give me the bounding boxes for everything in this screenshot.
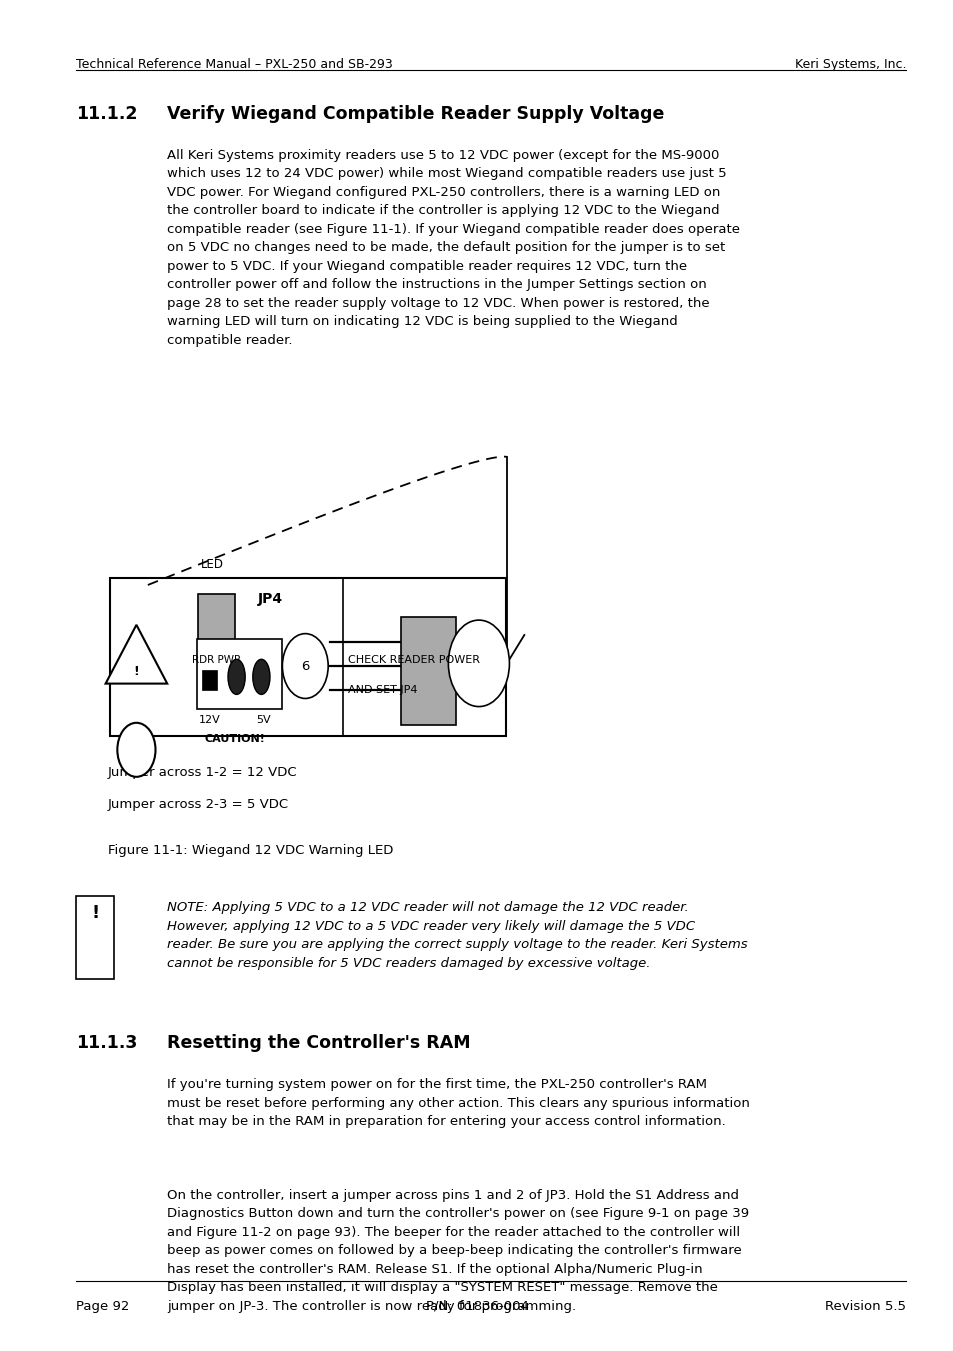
Text: 11.1.3: 11.1.3	[76, 1034, 137, 1051]
Ellipse shape	[253, 659, 270, 694]
Text: Jumper across 2-3 = 5 VDC: Jumper across 2-3 = 5 VDC	[108, 798, 289, 812]
Text: Page 92: Page 92	[76, 1300, 130, 1313]
Bar	[110, 578, 505, 736]
Text: Figure 11-1: Wiegand 12 VDC Warning LED: Figure 11-1: Wiegand 12 VDC Warning LED	[108, 844, 393, 858]
Circle shape	[282, 634, 328, 698]
Circle shape	[117, 723, 155, 777]
Text: CAUTION!: CAUTION!	[204, 734, 265, 743]
Text: Technical Reference Manual – PXL-250 and SB-293: Technical Reference Manual – PXL-250 and…	[76, 58, 393, 72]
Text: JP4: JP4	[257, 592, 282, 605]
Text: If you're turning system power on for the first time, the PXL-250 controller's R: If you're turning system power on for th…	[167, 1078, 749, 1128]
Circle shape	[448, 620, 509, 707]
Bar	[400, 617, 456, 725]
Text: 11.1.2: 11.1.2	[76, 105, 137, 123]
Text: !: !	[91, 904, 99, 923]
Text: 5V: 5V	[255, 715, 271, 724]
Text: RDR PWR: RDR PWR	[192, 655, 241, 665]
Bar	[198, 594, 234, 646]
Text: 12V: 12V	[199, 715, 220, 724]
Text: NOTE: Applying 5 VDC to a 12 VDC reader will not damage the 12 VDC reader.
Howev: NOTE: Applying 5 VDC to a 12 VDC reader …	[167, 901, 747, 970]
Text: Jumper across 1-2 = 12 VDC: Jumper across 1-2 = 12 VDC	[108, 766, 297, 780]
Text: LED: LED	[201, 558, 224, 571]
Text: AND SET JP4: AND SET JP4	[348, 685, 417, 694]
Text: All Keri Systems proximity readers use 5 to 12 VDC power (except for the MS-9000: All Keri Systems proximity readers use 5…	[167, 149, 740, 347]
Text: CHECK READER POWER: CHECK READER POWER	[348, 655, 479, 665]
Text: On the controller, insert a jumper across pins 1 and 2 of JP3. Hold the S1 Addre: On the controller, insert a jumper acros…	[167, 1189, 748, 1313]
Bar	[202, 670, 216, 690]
Bar	[76, 896, 114, 979]
Ellipse shape	[228, 659, 245, 694]
Text: Verify Wiegand Compatible Reader Supply Voltage: Verify Wiegand Compatible Reader Supply …	[167, 105, 663, 123]
Bar	[196, 639, 282, 709]
Text: Revision 5.5: Revision 5.5	[824, 1300, 905, 1313]
Text: Keri Systems, Inc.: Keri Systems, Inc.	[794, 58, 905, 72]
Polygon shape	[106, 624, 167, 684]
Text: Resetting the Controller's RAM: Resetting the Controller's RAM	[167, 1034, 470, 1051]
Text: P/N: 01836-004: P/N: 01836-004	[425, 1300, 528, 1313]
Text: 6: 6	[301, 659, 309, 673]
Text: !: !	[133, 665, 139, 678]
